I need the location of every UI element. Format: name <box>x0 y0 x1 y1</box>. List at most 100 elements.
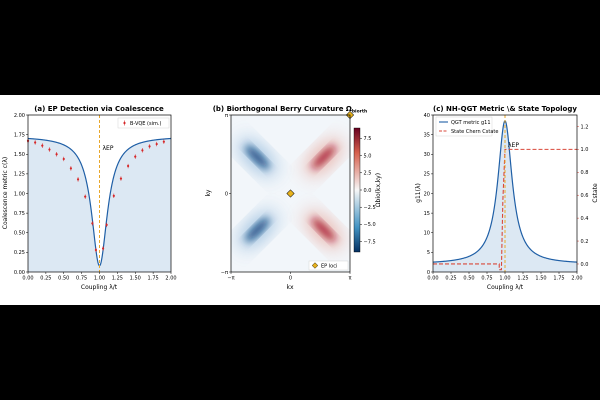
panel-a: (a) EP Detection via Coalescence λEP 0.0… <box>2 105 177 291</box>
c-y-label-right: Cstate <box>592 183 599 203</box>
a-data-point <box>119 177 123 180</box>
c-y-tick-label: 15 <box>424 211 430 217</box>
b-colorbar-tick-label: −2.5 <box>364 205 376 211</box>
a-ep-label: λEP <box>103 145 114 152</box>
a-data-point <box>148 145 151 148</box>
a-x-ticks: 0.00 0.25 0.50 0.75 1.00 1.25 1.50 1.75 2.00 <box>22 272 177 282</box>
a-data-point <box>101 247 105 250</box>
c-axes-frame <box>432 114 578 273</box>
b-lobe-core <box>245 145 269 169</box>
a-data-point <box>34 141 37 144</box>
a-axes-frame <box>27 114 172 273</box>
panel-c-title: (c) NH-QGT Metric \& State Topology <box>433 105 577 113</box>
a-y-tick-label: 1.50 <box>14 152 25 158</box>
c-right-tick-label: 0.4 <box>581 216 589 222</box>
c-x-tick-label: 1.50 <box>535 276 546 282</box>
a-x-tick-label: 0.00 <box>22 276 33 282</box>
a-x-tick-label: 2.00 <box>165 276 176 282</box>
c-x-tick-label: 2.00 <box>571 276 582 282</box>
a-y-tick-label: 0.50 <box>14 231 25 237</box>
a-x-tick-label: 0.50 <box>58 276 69 282</box>
b-lobe-core <box>312 218 336 242</box>
b-y-tick-label: 0 <box>225 191 228 197</box>
a-data-point <box>69 167 72 170</box>
c-ep-label: λEP <box>508 142 519 149</box>
b-colorbar-ticks: 7.5 5.0 2.5 0.0 −2.5 −5.0 −7.5 <box>360 136 376 245</box>
a-x-tick-label: 1.00 <box>94 276 105 282</box>
a-y-ticks: 0.00 0.25 0.50 0.75 1.00 1.25 1.50 1.75 2.00 <box>14 113 28 276</box>
c-y-tick-label: 0 <box>427 270 430 276</box>
c-y-tick-label: 20 <box>424 191 430 197</box>
a-y-tick-label: 1.00 <box>14 191 25 197</box>
a-y-label: Coalescence metric c(λ) <box>2 157 9 229</box>
c-y-tick-label: 25 <box>424 172 430 178</box>
a-x-tick-label: 1.25 <box>112 276 123 282</box>
b-colorbar-tick-label: 5.0 <box>364 153 372 159</box>
c-x-tick-label: 0.75 <box>481 276 492 282</box>
c-right-tick-label: 1.0 <box>581 147 589 153</box>
b-lobe-core <box>312 145 336 169</box>
panel-b: (b) Biorthogonal Berry Curvature Ωbiorth… <box>205 105 382 291</box>
a-data-point <box>162 140 165 143</box>
a-data-point <box>155 142 158 146</box>
c-x-tick-label: 1.75 <box>553 276 564 282</box>
a-data-points <box>26 138 165 253</box>
b-colorbar <box>353 127 361 253</box>
b-colorbar-tick-label: 2.5 <box>364 171 372 177</box>
a-y-tick-label: 0.00 <box>14 270 25 276</box>
c-x-tick-label: 1.00 <box>499 276 510 282</box>
a-data-point <box>62 157 65 161</box>
a-data-point <box>48 148 51 151</box>
a-x-tick-label: 1.75 <box>148 276 159 282</box>
b-colorbar-tick-label: 7.5 <box>364 136 372 142</box>
a-x-label: Coupling λ/t <box>81 284 118 291</box>
panel-b-title: (b) Biorthogonal Berry Curvature Ωbiorth <box>213 105 368 115</box>
panel-a-title: (a) EP Detection via Coalescence <box>34 105 164 113</box>
a-legend-dot <box>123 121 126 125</box>
a-data-point <box>94 248 98 252</box>
c-state-chern-curve <box>433 148 577 271</box>
c-right-tick-label: 1.2 <box>581 124 589 130</box>
a-data-point <box>55 153 58 156</box>
c-y-tick-label: 35 <box>424 132 430 138</box>
c-y-tick-label: 10 <box>424 231 430 237</box>
b-x-label: kx <box>286 284 293 291</box>
c-y-label: g11(λ) <box>415 183 422 203</box>
b-axes-frame <box>230 114 351 273</box>
b-curvature-lobes <box>239 139 342 248</box>
c-legend-label-qgt: QGT metric g11 <box>451 120 491 126</box>
b-colorbar-tick-label: −7.5 <box>364 239 376 245</box>
c-y-tick-label: 5 <box>427 250 430 256</box>
c-y-tick-label: 30 <box>424 152 430 158</box>
b-x-tick-label: −π <box>227 276 234 282</box>
a-legend-label: B-VQE (sim.) <box>130 121 161 127</box>
a-data-point <box>76 178 80 181</box>
a-data-point <box>141 149 144 152</box>
a-y-tick-label: 1.25 <box>14 172 25 178</box>
c-y-ticks-left: 0 5 10 15 20 25 30 35 40 <box>424 113 433 276</box>
a-x-tick-label: 0.25 <box>40 276 51 282</box>
b-ep-loci-markers <box>286 110 355 198</box>
c-x-tick-label: 0.00 <box>427 276 438 282</box>
a-y-tick-label: 1.75 <box>14 132 25 138</box>
c-legend: QGT metric g11 State Chern Cstate <box>435 116 498 137</box>
panel-c: (c) NH-QGT Metric \& State Topology λEP … <box>415 105 599 291</box>
b-y-tick-label: −π <box>221 270 228 276</box>
b-lobe-core <box>245 218 269 242</box>
c-right-tick-label: 0.2 <box>581 239 589 245</box>
b-ep-locus-marker <box>286 189 295 198</box>
c-x-ticks: 0.00 0.25 0.50 0.75 1.00 1.25 1.50 1.75 2.00 <box>427 272 583 282</box>
b-legend-marker <box>311 262 319 269</box>
c-y-tick-label: 40 <box>424 113 430 119</box>
a-y-tick-label: 0.25 <box>14 250 25 256</box>
c-x-tick-label: 0.25 <box>445 276 456 282</box>
b-legend-label: EP loci <box>321 264 337 270</box>
a-data-point <box>105 223 108 226</box>
a-data-point <box>41 144 44 147</box>
b-colorbar-label: Ωbio(kx,ky) <box>375 173 382 207</box>
b-legend: EP loci <box>308 260 349 271</box>
a-area-fill <box>28 138 171 272</box>
c-x-label: Coupling λ/t <box>487 284 524 291</box>
c-right-tick-label: 0.6 <box>581 193 589 199</box>
